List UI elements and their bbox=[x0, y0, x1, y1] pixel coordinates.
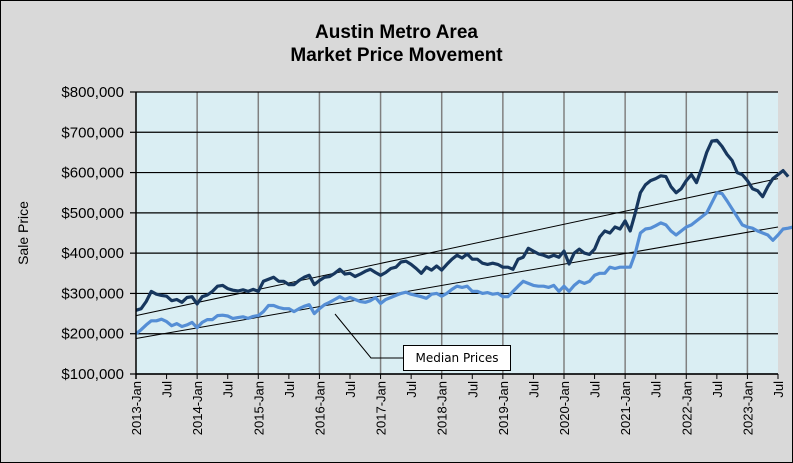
y-tick-label: $600,000 bbox=[61, 165, 124, 182]
y-tick-label: $500,000 bbox=[61, 205, 124, 222]
x-tick-label: 2020-Jan bbox=[557, 381, 572, 435]
chart-title-line-2: Market Price Movement bbox=[290, 45, 503, 66]
x-tick-label: Jul bbox=[160, 381, 175, 398]
y-tick-labels: $800,000 $700,000 $600,000 $500,000 $400,000… bbox=[61, 84, 124, 383]
x-tick-label: 2022-Jan bbox=[679, 381, 694, 435]
x-tick-label: Jul bbox=[649, 381, 664, 398]
x-tick-label: 2023-Jan bbox=[740, 381, 755, 435]
x-tick-label: 2016-Jan bbox=[312, 381, 327, 435]
y-tick-label: $400,000 bbox=[61, 245, 124, 262]
x-tick-label: Jul bbox=[710, 381, 725, 398]
chart-title-line-1: Austin Metro Area bbox=[315, 22, 478, 43]
x-tick-label: Jul bbox=[404, 381, 419, 398]
x-tick-label: Jul bbox=[282, 381, 297, 398]
chart-title: Austin Metro Area Market Price Movement bbox=[1, 21, 792, 67]
y-tick-label: $200,000 bbox=[61, 326, 124, 343]
x-tick-labels: 2013-Jan Jul 2014-Jan Jul 2015-Jan Jul 2016-Ja… bbox=[129, 381, 786, 435]
x-tick-label: Jul bbox=[771, 381, 786, 398]
annotation-leader-line bbox=[334, 313, 403, 359]
x-tick-label: Jul bbox=[526, 381, 541, 398]
trendlines bbox=[135, 178, 779, 340]
x-tick-label: Jul bbox=[588, 381, 603, 398]
trendline bbox=[135, 178, 779, 317]
annotation-median-prices: Median Prices bbox=[403, 345, 511, 371]
plot-area bbox=[136, 92, 778, 374]
axes bbox=[130, 91, 779, 379]
series-line bbox=[135, 138, 790, 312]
y-tick-label: $700,000 bbox=[61, 124, 124, 141]
y-tick-label: $100,000 bbox=[61, 366, 124, 383]
x-tick-label: Jul bbox=[465, 381, 480, 398]
x-tick-label: 2014-Jan bbox=[190, 381, 205, 435]
vertical-gridlines bbox=[196, 92, 749, 374]
y-tick-label: $800,000 bbox=[61, 84, 124, 101]
series-lines bbox=[135, 138, 792, 335]
x-tick-label: 2013-Jan bbox=[129, 381, 144, 435]
series-line bbox=[135, 191, 792, 335]
y-tick-label: $300,000 bbox=[61, 285, 124, 302]
x-tick-label: Jul bbox=[343, 381, 358, 398]
x-tick-label: 2019-Jan bbox=[496, 381, 511, 435]
trendline bbox=[135, 226, 779, 340]
x-tick-label: 2018-Jan bbox=[435, 381, 450, 435]
x-tick-label: 2015-Jan bbox=[251, 381, 266, 435]
x-tick-label: 2021-Jan bbox=[618, 381, 633, 435]
x-tick-label: 2017-Jan bbox=[374, 381, 389, 435]
x-tick-label: Jul bbox=[221, 381, 236, 398]
